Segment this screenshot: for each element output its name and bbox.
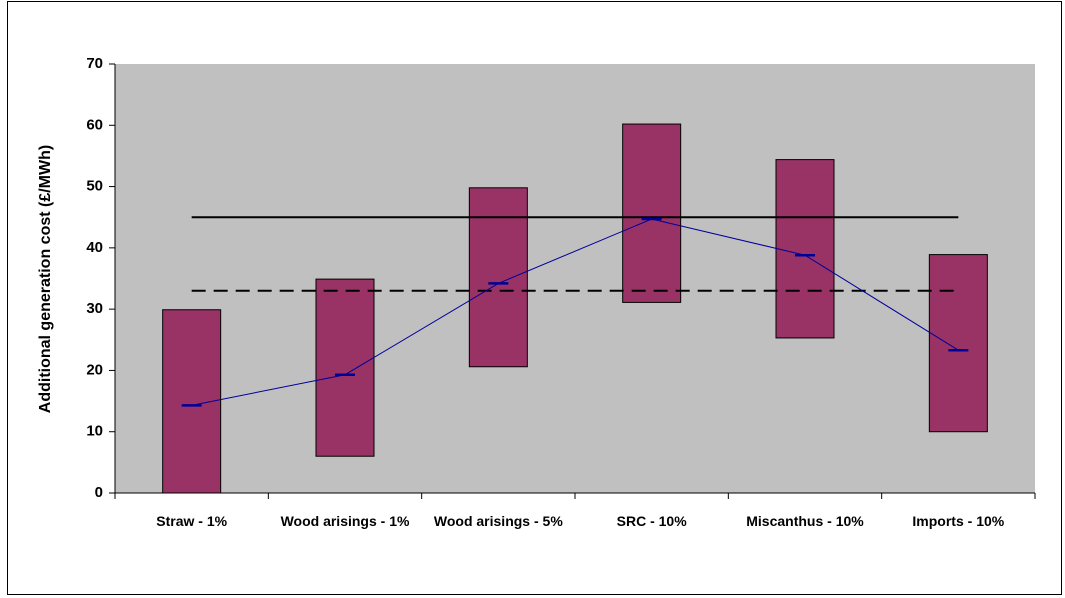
range-bar (928, 254, 988, 433)
y-tick-label: 70 (86, 55, 103, 72)
mid-line (191, 218, 959, 406)
plot-area (115, 64, 1035, 493)
range-bar (775, 159, 835, 339)
x-tick-label: Imports - 10% (912, 513, 1005, 529)
y-tick-label: 50 (86, 178, 103, 195)
range-bar (315, 278, 375, 457)
range-bar (468, 187, 528, 368)
y-tick-label: 60 (86, 116, 103, 133)
range-bar (622, 123, 682, 303)
x-tick-label: Wood arisings - 5% (433, 513, 563, 529)
x-tick-label: Straw - 1% (156, 513, 228, 529)
y-tick-label: 10 (86, 423, 103, 440)
x-tick-label: Wood arisings - 1% (280, 513, 410, 529)
y-tick-label: 0 (95, 484, 103, 501)
y-axis-title: Additional generation cost (£/MWh) (37, 145, 54, 413)
y-tick-label: 20 (86, 361, 103, 378)
x-tick-label: Miscanthus - 10% (746, 513, 864, 529)
y-tick-label: 40 (86, 239, 103, 256)
y-tick-label: 30 (86, 300, 103, 317)
x-tick-label: SRC - 10% (616, 513, 687, 529)
